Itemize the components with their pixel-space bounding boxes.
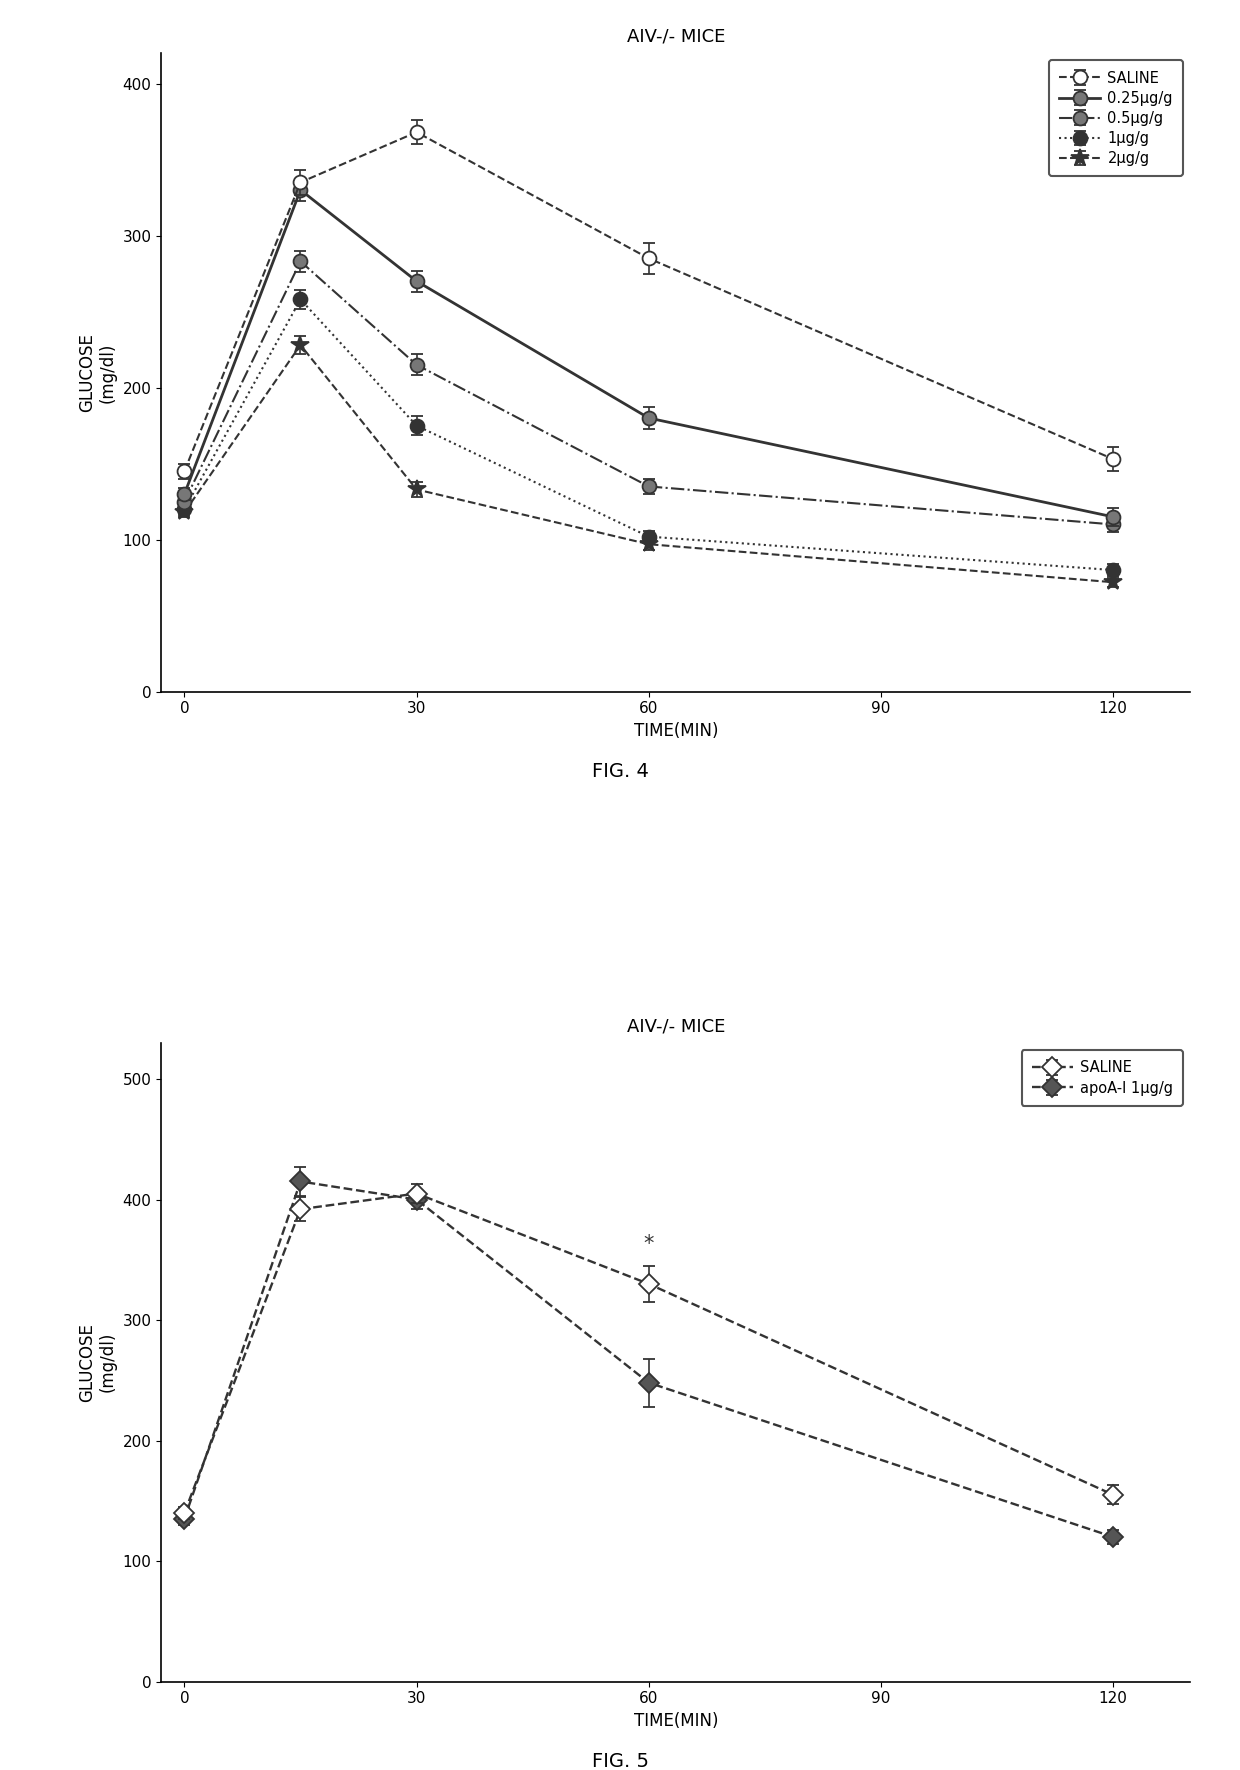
Text: *: * bbox=[644, 1234, 653, 1253]
Text: FIG. 5: FIG. 5 bbox=[591, 1752, 649, 1770]
Title: AIV-/- MICE: AIV-/- MICE bbox=[626, 28, 725, 46]
Y-axis label: GLUCOSE
(mg/dl): GLUCOSE (mg/dl) bbox=[78, 1322, 117, 1402]
Title: AIV-/- MICE: AIV-/- MICE bbox=[626, 1018, 725, 1035]
Legend: SALINE, 0.25μg/g, 0.5μg/g, 1μg/g, 2μg/g: SALINE, 0.25μg/g, 0.5μg/g, 1μg/g, 2μg/g bbox=[1049, 60, 1183, 177]
Legend: SALINE, apoA-I 1μg/g: SALINE, apoA-I 1μg/g bbox=[1022, 1050, 1183, 1106]
X-axis label: TIME(MIN): TIME(MIN) bbox=[634, 722, 718, 740]
Y-axis label: GLUCOSE
(mg/dl): GLUCOSE (mg/dl) bbox=[78, 333, 117, 412]
X-axis label: TIME(MIN): TIME(MIN) bbox=[634, 1712, 718, 1729]
Text: FIG. 4: FIG. 4 bbox=[591, 763, 649, 782]
